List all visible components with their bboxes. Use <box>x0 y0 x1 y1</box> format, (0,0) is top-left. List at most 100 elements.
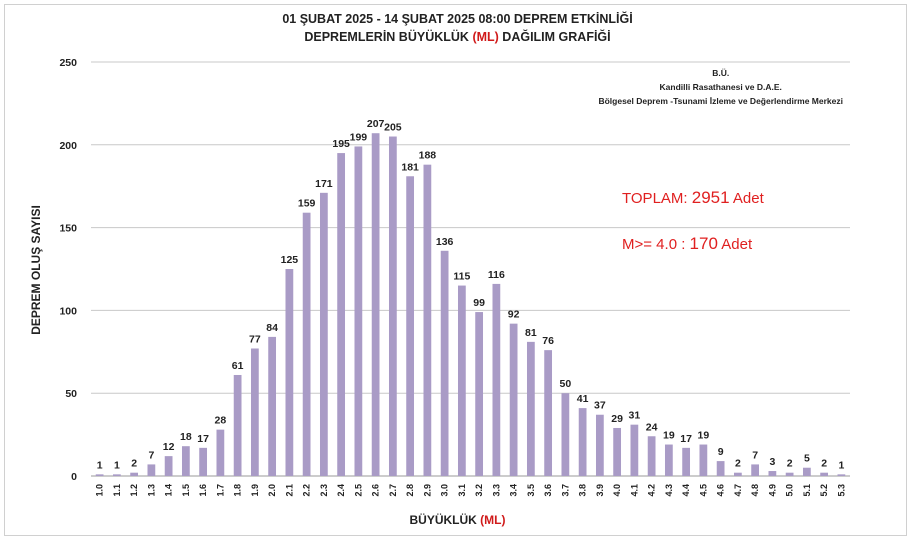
data-label: 9 <box>718 446 724 458</box>
bar <box>112 474 121 476</box>
x-tick-label: 4.6 <box>716 484 726 497</box>
x-tick-label: 1.1 <box>112 484 122 497</box>
x-tick-label: 1.8 <box>233 484 243 497</box>
y-tick-label: 250 <box>59 57 77 69</box>
title-line-2-prefix: DEPREMLERİN BÜYÜKLÜK <box>304 30 469 44</box>
x-tick-label: 2.4 <box>336 484 346 497</box>
x-tick-label: 1.2 <box>129 484 139 497</box>
bar <box>492 283 501 476</box>
x-tick-label: 3.7 <box>560 484 570 497</box>
x-tick-label: 1.5 <box>181 484 191 497</box>
x-tick-label: 3.3 <box>491 484 501 497</box>
title-unit: (ML) <box>472 30 499 44</box>
bar <box>820 472 829 476</box>
bar <box>406 176 415 476</box>
bar <box>544 350 553 476</box>
data-label: 37 <box>594 400 606 412</box>
x-tick-label: 4.7 <box>733 484 743 497</box>
bar <box>199 447 208 476</box>
x-tick-label: 4.1 <box>629 484 639 497</box>
bar <box>768 471 777 476</box>
data-label: 81 <box>525 327 537 339</box>
bar <box>268 336 277 476</box>
bar <box>699 444 708 476</box>
x-tick-label: 1.3 <box>146 484 156 497</box>
bar <box>595 414 604 476</box>
title-line-2-suffix: DAĞILIM GRAFİĞİ <box>502 30 611 44</box>
data-label: 5 <box>804 453 810 465</box>
x-tick-label: 3.6 <box>543 484 553 497</box>
x-tick-label: 4.5 <box>698 484 708 497</box>
data-label: 12 <box>163 441 175 453</box>
data-label: 188 <box>419 150 437 162</box>
data-label: 76 <box>542 335 554 347</box>
total-label: TOPLAM: <box>622 190 688 207</box>
bar <box>233 374 242 476</box>
x-axis-title: BÜYÜKLÜK (ML) <box>0 513 915 527</box>
y-tick-label: 0 <box>71 471 77 483</box>
x-tick-label: 3.9 <box>595 484 605 497</box>
y-tick-label: 150 <box>59 223 77 235</box>
data-label: 3 <box>769 456 775 468</box>
chart-frame <box>4 4 907 536</box>
m4-label: M>= 4.0 : <box>622 236 686 253</box>
bar <box>716 461 725 476</box>
data-label: 24 <box>646 421 658 433</box>
bar <box>733 472 742 476</box>
bar <box>130 472 139 476</box>
bar <box>785 472 794 476</box>
x-tick-label: 3.5 <box>526 484 536 497</box>
source-line-2: Kandilli Rasathanesi ve D.A.E. <box>659 82 782 92</box>
bar <box>475 312 484 476</box>
bar <box>457 285 466 476</box>
title-line-1: 01 ŞUBAT 2025 - 14 ŞUBAT 2025 08:00 DEPR… <box>282 12 633 26</box>
data-label: 50 <box>560 378 572 390</box>
bar <box>509 323 518 476</box>
y-tick-label: 50 <box>65 388 77 400</box>
source-line-1: B.Ü. <box>712 68 730 78</box>
x-tick-label: 2.3 <box>319 484 329 497</box>
bar <box>682 447 691 476</box>
data-label: 207 <box>367 118 385 130</box>
x-tick-label: 5.2 <box>819 484 829 497</box>
data-label: 31 <box>629 410 641 422</box>
data-label: 19 <box>663 430 675 442</box>
x-axis-unit: (ML) <box>480 513 506 527</box>
x-tick-label: 1.7 <box>215 484 225 497</box>
x-tick-label: 2.2 <box>302 484 312 497</box>
bar <box>147 464 156 476</box>
chart-title: 01 ŞUBAT 2025 - 14 ŞUBAT 2025 08:00 DEPR… <box>0 10 915 46</box>
bar <box>664 444 673 476</box>
bar <box>337 153 346 476</box>
bar <box>630 424 639 476</box>
data-label: 115 <box>453 271 470 283</box>
data-label: 18 <box>180 431 192 443</box>
x-tick-label: 3.2 <box>474 484 484 497</box>
data-label: 28 <box>215 415 227 427</box>
data-label: 84 <box>266 322 278 334</box>
bar <box>561 393 570 476</box>
bar <box>319 192 328 476</box>
x-tick-label: 4.4 <box>681 484 691 497</box>
m4-annotation: M>= 4.0 : 170 Adet <box>622 234 752 254</box>
y-tick-label: 100 <box>59 305 77 317</box>
m4-unit: Adet <box>721 236 753 253</box>
x-tick-label: 4.9 <box>767 484 777 497</box>
x-tick-label: 2.8 <box>405 484 415 497</box>
bar <box>578 408 587 476</box>
data-label: 2 <box>787 458 793 470</box>
x-tick-label: 2.9 <box>422 484 432 497</box>
source-line-3: Bölgesel Deprem -Tsunami İzleme ve Değer… <box>598 96 843 106</box>
data-label: 1 <box>97 459 103 471</box>
x-tick-label: 4.2 <box>647 484 657 497</box>
x-tick-label: 4.8 <box>750 484 760 497</box>
data-label: 125 <box>281 254 299 266</box>
data-label: 7 <box>752 449 758 461</box>
data-label: 99 <box>473 297 485 309</box>
m4-value: 170 <box>689 234 718 253</box>
data-label: 195 <box>332 138 350 150</box>
bar <box>423 164 432 476</box>
bar <box>250 348 259 476</box>
title-line-2: DEPREMLERİN BÜYÜKLÜK (ML) DAĞILIM GRAFİĞ… <box>0 28 915 46</box>
total-value: 2951 <box>691 188 730 207</box>
